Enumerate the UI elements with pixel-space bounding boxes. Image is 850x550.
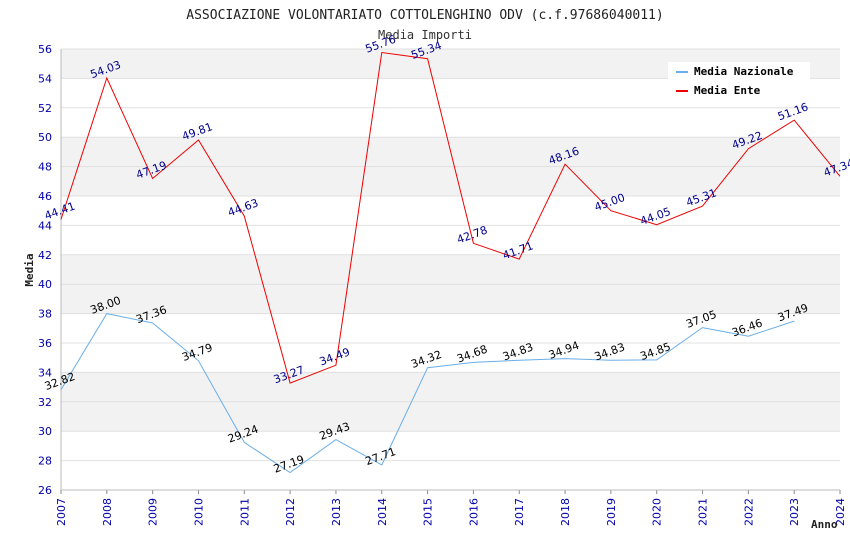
y-tick-label: 50 <box>38 131 52 144</box>
x-tick-label: 2012 <box>284 498 297 526</box>
data-label: 44.41 <box>43 200 77 223</box>
y-tick-label: 40 <box>38 278 52 291</box>
series-line-media-nazionale <box>60 313 795 474</box>
data-label: 34.79 <box>180 341 214 364</box>
chart-subtitle: Media Importi <box>378 28 472 42</box>
y-tick-label: 54 <box>38 72 52 85</box>
y-tick-label: 30 <box>38 425 52 438</box>
data-label: 44.63 <box>226 196 260 219</box>
x-tick-label: 2011 <box>238 498 251 526</box>
y-tick-label: 46 <box>38 190 52 203</box>
x-tick-label: 2024 <box>834 498 847 526</box>
x-tick-labels: 2007 2008 2009 2010 2011 2012 2013 2014 2015 2016… <box>55 498 847 526</box>
x-tick-label: 2017 <box>513 498 526 526</box>
y-tick-label: 52 <box>38 102 52 115</box>
y-axis-label: Media <box>23 253 36 286</box>
x-tick-label: 2015 <box>422 498 435 526</box>
data-label: 34.32 <box>409 348 443 371</box>
legend: Media Nazionale Media Ente <box>668 62 810 102</box>
data-label: 51.16 <box>776 100 810 123</box>
x-tick-label: 2016 <box>467 498 480 526</box>
x-tick-label: 2023 <box>788 498 801 526</box>
y-tick-label: 28 <box>38 455 52 468</box>
series-lines <box>60 51 841 474</box>
x-tick-label: 2022 <box>742 498 755 526</box>
y-tick-label: 32 <box>38 396 52 409</box>
x-tick-label: 2007 <box>55 498 68 526</box>
legend-box <box>668 62 810 102</box>
x-tick-label: 2019 <box>605 498 618 526</box>
legend-label-media-nazionale: Media Nazionale <box>694 65 794 78</box>
data-label: 34.49 <box>318 345 352 368</box>
y-tick-label: 36 <box>38 337 52 350</box>
y-tick-labels: 26 28 30 32 34 36 38 40 42 44 46 48 50 52 54 56 <box>38 43 52 497</box>
y-tick-label: 38 <box>38 308 52 321</box>
y-tick-label: 42 <box>38 249 52 262</box>
y-tick-label: 44 <box>38 219 52 232</box>
axes <box>60 49 841 494</box>
data-label: 42.78 <box>455 224 489 247</box>
legend-label-media-ente: Media Ente <box>694 84 761 97</box>
series-line-media-ente <box>60 51 841 384</box>
y-tick-label: 48 <box>38 161 52 174</box>
x-tick-label: 2018 <box>559 498 572 526</box>
y-tick-label: 34 <box>38 366 52 379</box>
y-tick-label: 56 <box>38 43 52 56</box>
x-tick-label: 2013 <box>330 498 343 526</box>
x-tick-label: 2009 <box>147 498 160 526</box>
x-tick-label: 2010 <box>192 498 205 526</box>
x-axis-label: Anno <box>811 518 838 531</box>
x-tick-label: 2014 <box>376 498 389 526</box>
chart-title: ASSOCIAZIONE VOLONTARIATO COTTOLENGHINO … <box>186 8 663 23</box>
x-tick-label: 2020 <box>651 498 664 526</box>
x-tick-label: 2008 <box>101 498 114 526</box>
x-tick-label: 2021 <box>697 498 710 526</box>
grid-bands <box>61 49 840 432</box>
y-tick-label: 26 <box>38 484 52 497</box>
